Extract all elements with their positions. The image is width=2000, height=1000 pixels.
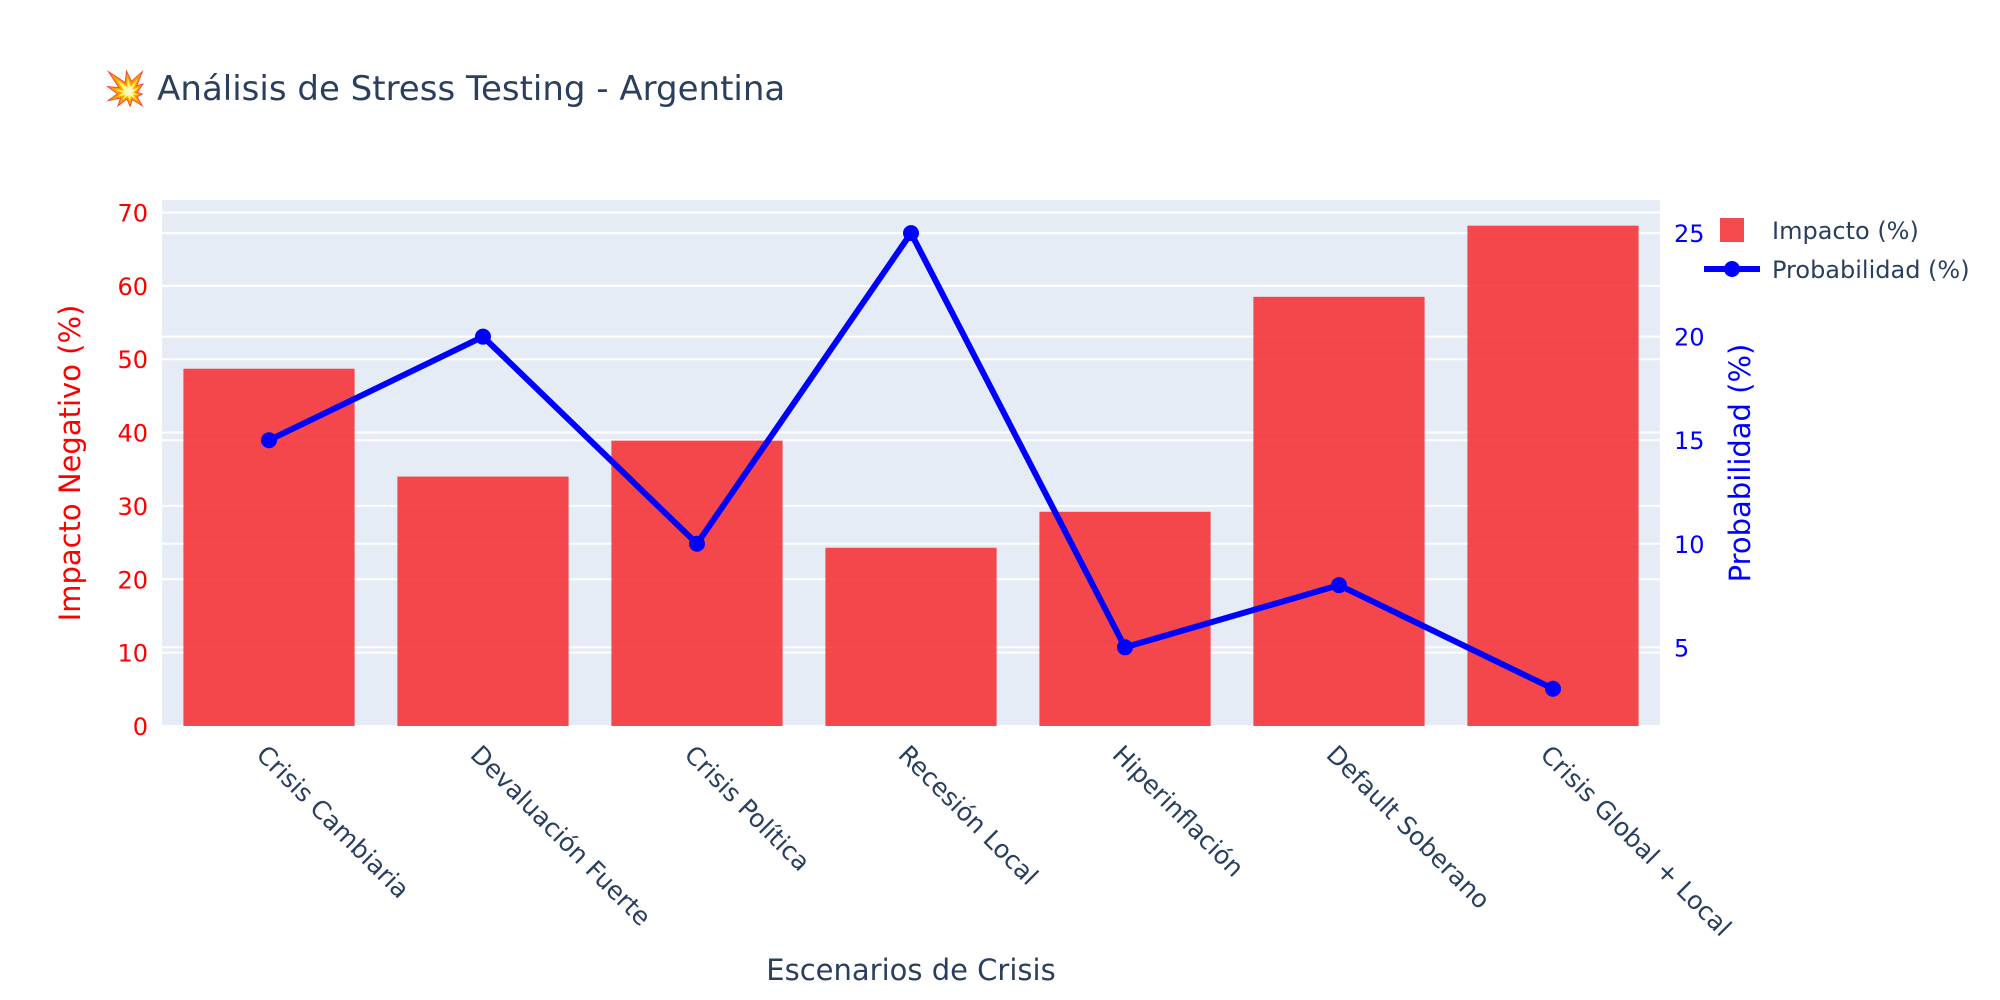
legend-item-probabilidad[interactable]: Probabilidad (%) xyxy=(1704,256,1970,284)
x-tick-label: Hiperinflación xyxy=(1107,740,1250,883)
line-point xyxy=(1545,680,1561,697)
bar xyxy=(1467,225,1639,726)
x-axis-label: Escenarios de Crisis xyxy=(766,953,1055,987)
y2-axis-label: Probabilidad (%) xyxy=(1723,344,1757,583)
y-tick-label: 40 xyxy=(117,420,148,448)
legend-label-probabilidad: Probabilidad (%) xyxy=(1772,256,1970,284)
y-tick-label: 10 xyxy=(117,640,148,668)
line-point xyxy=(1331,577,1347,594)
y2-tick-label: 15 xyxy=(1674,427,1705,455)
y-tick-label: 60 xyxy=(117,273,148,301)
legend-item-impacto[interactable]: Impacto (%) xyxy=(1720,217,1919,245)
x-tick-label: Default Soberano xyxy=(1321,740,1496,915)
line-point xyxy=(903,225,919,242)
y2-tick-label: 25 xyxy=(1674,220,1705,248)
y-tick-label: 70 xyxy=(117,199,148,227)
y-tick-label: 0 xyxy=(133,713,148,741)
bar xyxy=(825,547,997,726)
bar xyxy=(1253,296,1425,726)
x-axis: Crisis Cambiaria Devaluación Fuerte Crisis… xyxy=(251,740,1737,942)
x-tick-label: Crisis Cambiaria xyxy=(251,740,415,904)
y-axis: 0 10 20 30 40 50 60 70 xyxy=(117,199,148,741)
x-tick-label: Crisis Política xyxy=(679,740,816,877)
y-tick-label: 20 xyxy=(117,566,148,594)
bars xyxy=(183,225,1639,726)
x-tick-label: Recesión Local xyxy=(893,740,1044,891)
legend-marker-swatch xyxy=(1724,261,1740,277)
y-tick-label: 30 xyxy=(117,493,148,521)
bar xyxy=(183,368,355,726)
y2-tick-label: 5 xyxy=(1674,634,1689,662)
y2-axis: 5 10 15 20 25 xyxy=(1674,220,1705,662)
y-axis-label: Impacto Negativo (%) xyxy=(53,305,87,622)
legend[interactable]: Impacto (%) Probabilidad (%) xyxy=(1704,217,1970,284)
line-point xyxy=(1117,639,1133,656)
y-tick-label: 50 xyxy=(117,346,148,374)
chart-title: 💥 Análisis de Stress Testing - Argentina xyxy=(104,69,785,109)
line-point xyxy=(261,432,277,449)
legend-label-impacto: Impacto (%) xyxy=(1772,217,1919,245)
line-point xyxy=(475,328,491,345)
line-point xyxy=(689,535,705,552)
legend-bar-swatch xyxy=(1720,218,1744,242)
probability-line-layer xyxy=(261,225,1561,697)
y2-tick-label: 20 xyxy=(1674,324,1705,352)
x-tick-label: Crisis Global + Local xyxy=(1535,740,1737,942)
bar xyxy=(397,476,569,726)
x-tick-label: Devaluación Fuerte xyxy=(465,740,657,932)
y2-tick-label: 10 xyxy=(1674,531,1705,559)
bar xyxy=(1039,511,1211,726)
